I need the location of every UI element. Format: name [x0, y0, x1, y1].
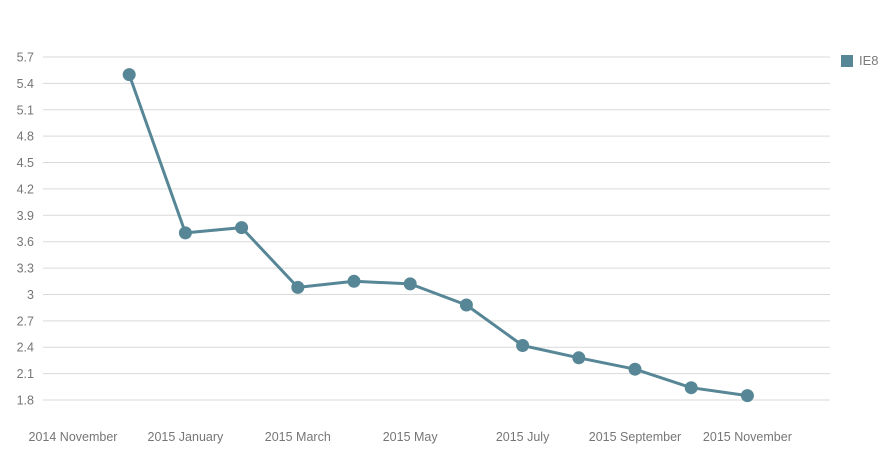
data-point-2015-may[interactable]: 2015 May: 3.12: [403, 277, 417, 291]
y-axis-label: 3.3: [17, 262, 34, 276]
data-point-2015-october[interactable]: 2015 October: 1.94: [684, 381, 698, 395]
x-axis-label: 2015 May: [383, 430, 439, 444]
legend-item-ie8[interactable]: IE8: [841, 54, 879, 68]
y-axis-label: 2.1: [17, 367, 34, 381]
y-axis-label: 3.6: [17, 235, 34, 249]
data-point-2014-december[interactable]: 2014 December: 5.5: [122, 68, 136, 82]
y-axis-label: 5.7: [17, 51, 34, 65]
data-point-2015-february[interactable]: 2015 February: 3.76: [235, 221, 249, 235]
y-axis-label: 3.9: [17, 209, 34, 223]
x-axis-label: 2015 January: [148, 430, 225, 444]
data-point-2015-april[interactable]: 2015 April: 3.15: [347, 274, 361, 288]
y-axis-label: 3: [27, 288, 34, 302]
y-axis-label: 5.1: [17, 103, 34, 117]
data-point-2015-june[interactable]: 2015 June: 2.88: [459, 298, 473, 312]
data-point-2015-january[interactable]: 2015 January: 3.7: [178, 226, 192, 240]
x-axis-label: 2014 November: [29, 430, 118, 444]
data-point-2015-july[interactable]: 2015 July: 2.42: [516, 339, 530, 352]
y-axis-label: 1.8: [17, 394, 34, 408]
y-axis-label: 4.2: [17, 182, 34, 196]
x-axis-label: 2015 March: [265, 430, 331, 444]
legend-label-ie8: IE8: [859, 53, 879, 68]
y-axis-label: 2.7: [17, 314, 34, 328]
data-point-2015-november[interactable]: 2015 November: 1.85: [740, 389, 754, 403]
data-point-2015-august[interactable]: 2015 August: 2.28: [572, 351, 586, 365]
x-axis-label: 2015 November: [703, 430, 792, 444]
x-axis-label: 2015 September: [589, 430, 681, 444]
x-axis-label: 2015 July: [496, 430, 550, 444]
y-axis-label: 2.4: [17, 341, 34, 355]
legend-swatch-ie8: [841, 55, 853, 67]
series-line-ie8: [127, 73, 749, 398]
data-point-2015-september[interactable]: 2015 September: 2.15: [628, 362, 642, 376]
y-axis-label: 4.5: [17, 156, 34, 170]
data-point-2015-march[interactable]: 2015 March: 3.08: [291, 280, 305, 294]
y-axis-label: 5.4: [17, 77, 34, 91]
y-axis-label: 4.8: [17, 130, 34, 144]
legend: IE8: [841, 54, 879, 68]
